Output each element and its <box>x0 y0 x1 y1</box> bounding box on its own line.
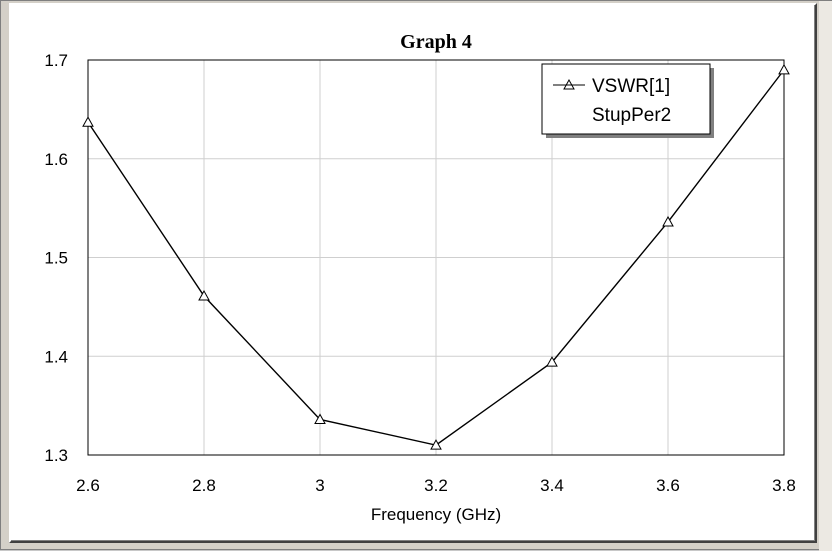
data-point-marker <box>662 215 674 227</box>
legend[interactable]: VSWR[1] StupPer2 <box>541 63 714 138</box>
data-point-marker <box>546 356 558 367</box>
x-tick-label: 3.4 <box>540 476 564 495</box>
plot-area-frame <box>87 59 785 456</box>
x-axis-label: Frequency (GHz) <box>371 505 501 524</box>
y-tick-label: 1.3 <box>44 446 68 465</box>
data-point-marker <box>314 413 326 424</box>
y-tick-label: 1.4 <box>44 347 68 366</box>
x-tick-label: 2.6 <box>76 476 100 495</box>
x-tick-label: 3.6 <box>656 476 680 495</box>
tick-labels: 2.6 2.8 3 3.2 3.4 3.6 3.8 1.3 1.4 1.5 1.6 1.7 <box>44 51 795 495</box>
y-tick-label: 1.7 <box>44 51 68 70</box>
legend-series-sublabel: StupPer2 <box>592 105 671 126</box>
legend-box <box>541 63 711 135</box>
chart-title: Graph 4 <box>400 31 472 53</box>
y-tick-label: 1.5 <box>44 249 68 268</box>
series-layer <box>82 63 790 450</box>
x-tick-label: 3 <box>315 476 324 495</box>
x-tick-label: 3.2 <box>424 476 448 495</box>
window-edge-strip <box>819 1 832 551</box>
data-point-marker <box>82 116 94 127</box>
x-tick-label: 3.8 <box>772 476 796 495</box>
data-point-marker <box>430 439 442 450</box>
legend-triangle-marker <box>563 78 575 90</box>
data-point-marker <box>198 289 210 301</box>
x-tick-label: 2.8 <box>192 476 216 495</box>
data-point-marker <box>778 63 790 75</box>
y-tick-label: 1.6 <box>44 150 68 169</box>
legend-series-name: VSWR[1] <box>592 76 670 97</box>
